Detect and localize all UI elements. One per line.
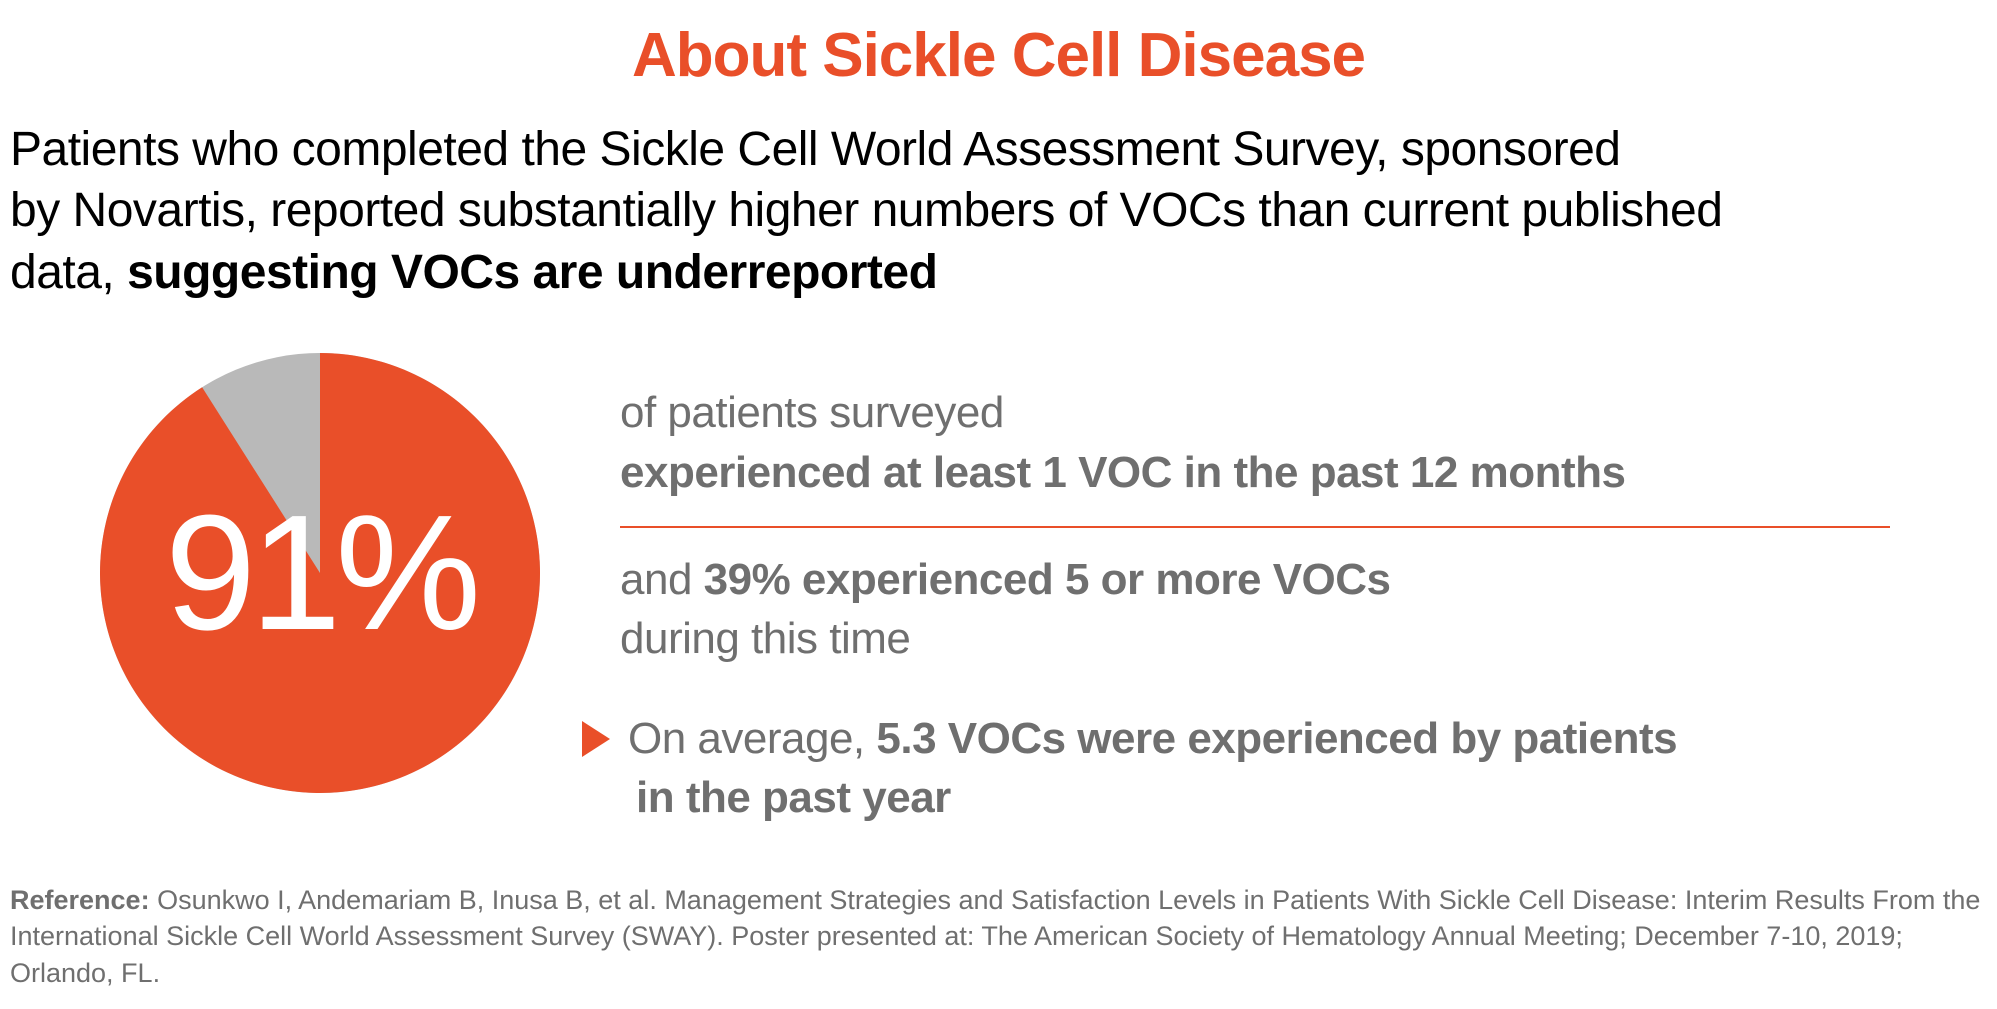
bullet-row: On average, 5.3 VOCs were experienced by… (620, 709, 1987, 828)
infographic-page: About Sickle Cell Disease Patients who c… (0, 0, 1997, 1009)
intro-line-3-bold: suggesting VOCs are underreported (127, 246, 937, 299)
stat-block-1-line-1: of patients surveyed (620, 388, 1004, 437)
stat-block-2: and 39% experienced 5 or more VOCs durin… (620, 550, 1987, 669)
stat-block-1: of patients surveyed experienced at leas… (620, 383, 1987, 502)
stats-column: of patients surveyed experienced at leas… (620, 383, 1987, 827)
bullet-line-1-bold: 5.3 VOCs were experienced by patients (876, 714, 1677, 763)
bullet-line-1-plain: On average, (628, 714, 876, 763)
pie-percent-label: 91% (100, 353, 540, 793)
reference-text: Osunkwo I, Andemariam B, Inusa B, et al.… (10, 885, 1980, 988)
reference-footer: Reference: Osunkwo I, Andemariam B, Inus… (10, 882, 1987, 991)
bullet-line-2-bold: in the past year (636, 768, 951, 827)
stat-block-1-line-2: experienced at least 1 VOC in the past 1… (620, 448, 1625, 497)
stat-block-2-plain: and (620, 555, 704, 604)
page-title: About Sickle Cell Disease (10, 20, 1987, 91)
pie-chart: 91% (100, 353, 540, 793)
reference-label: Reference: (10, 885, 157, 915)
divider-line (620, 526, 1890, 528)
intro-line-2: by Novartis, reported substantially high… (10, 184, 1722, 237)
intro-paragraph: Patients who completed the Sickle Cell W… (10, 119, 1987, 303)
bullet-text: On average, 5.3 VOCs were experienced by… (628, 709, 1987, 828)
stat-block-2-line-2: during this time (620, 614, 910, 663)
content-row: 91% of patients surveyed experienced at … (100, 353, 1987, 827)
stat-block-2-bold: 39% experienced 5 or more VOCs (704, 555, 1391, 604)
intro-line-3-plain: data, (10, 246, 127, 299)
intro-line-1: Patients who completed the Sickle Cell W… (10, 123, 1621, 176)
triangle-bullet-icon (582, 721, 610, 757)
